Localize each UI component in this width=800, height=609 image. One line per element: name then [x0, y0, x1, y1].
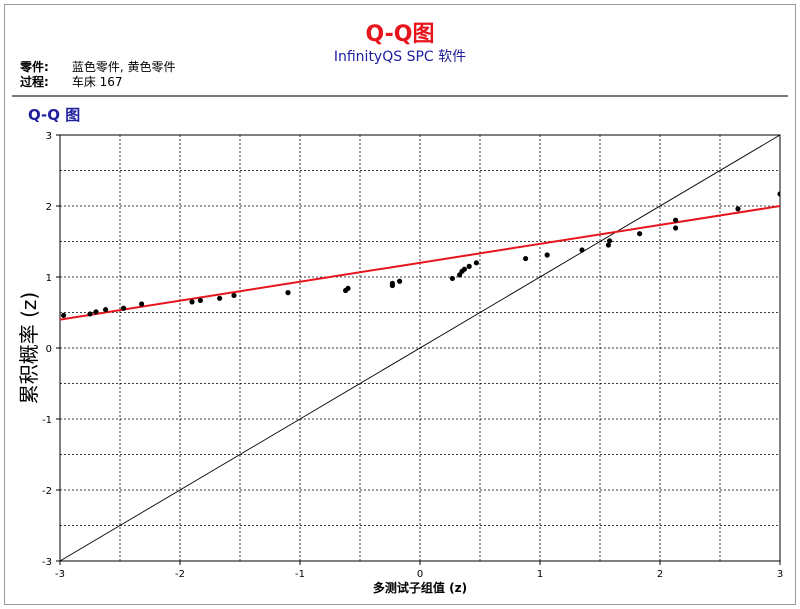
data-point	[217, 295, 223, 301]
x-axis-title: 多测试子组值 (z)	[373, 580, 467, 595]
data-point	[121, 305, 127, 311]
x-tick-label: 2	[657, 569, 663, 580]
x-tick-label: 1	[537, 569, 543, 580]
process-value: 车床 167	[71, 75, 123, 89]
x-tick-label: -1	[295, 569, 305, 580]
x-tick-labels: -3 -2 -1 0 1 2 3	[55, 561, 783, 580]
y-tick-label: 2	[46, 202, 52, 213]
data-point	[189, 299, 195, 305]
data-point	[523, 255, 529, 262]
data-point	[103, 307, 109, 313]
x-tick-label: 3	[777, 569, 783, 580]
part-value: 蓝色零件, 黄色零件	[71, 60, 176, 74]
data-point	[345, 285, 351, 291]
data-point	[461, 266, 467, 272]
header-divider	[12, 95, 788, 97]
data-point	[389, 280, 395, 286]
report-title: Q-Q图	[365, 22, 435, 47]
data-point	[777, 191, 780, 197]
data-point	[61, 312, 67, 318]
x-tick-label: -3	[55, 569, 65, 580]
process-label: 过程:	[20, 75, 49, 89]
part-row: 零件: 蓝色零件, 黄色零件	[20, 58, 175, 75]
data-point	[197, 297, 203, 304]
data-point	[673, 217, 679, 223]
data-point	[93, 309, 99, 315]
data-point	[87, 311, 93, 317]
report-subtitle: InfinityQS SPC 软件	[333, 49, 467, 65]
data-point	[285, 290, 291, 296]
data-point	[473, 260, 479, 266]
data-point	[579, 247, 585, 253]
process-row: 过程: 车床 167	[20, 73, 123, 90]
data-point	[397, 278, 403, 284]
y-tick-label: 3	[46, 131, 52, 142]
reference-line	[60, 135, 780, 561]
y-tick-label: -1	[42, 415, 52, 426]
x-tick-label: -2	[175, 569, 185, 580]
data-point	[637, 231, 643, 237]
data-point	[735, 206, 741, 212]
panel-title: Q-Q 图	[28, 106, 81, 124]
fit-line	[60, 205, 780, 321]
y-axis-title: 累积概率 (z)	[17, 292, 41, 404]
grid-lines	[60, 135, 780, 561]
data-point	[466, 263, 472, 269]
data-point	[449, 275, 455, 282]
data-point	[605, 242, 612, 248]
x-tick-label: 0	[417, 569, 423, 580]
data-point	[607, 238, 613, 244]
y-tick-label: 1	[46, 273, 52, 284]
y-tick-label: -2	[42, 486, 52, 497]
data-point	[231, 292, 237, 299]
data-point	[673, 225, 679, 231]
y-tick-labels: -3 -2 -1 0 1 2 3	[42, 131, 60, 568]
data-point	[544, 252, 550, 258]
y-tick-label: -3	[42, 557, 52, 568]
data-point	[139, 301, 145, 307]
data-points	[61, 191, 780, 318]
y-tick-label: 0	[46, 344, 52, 355]
part-label: 零件:	[20, 60, 49, 74]
